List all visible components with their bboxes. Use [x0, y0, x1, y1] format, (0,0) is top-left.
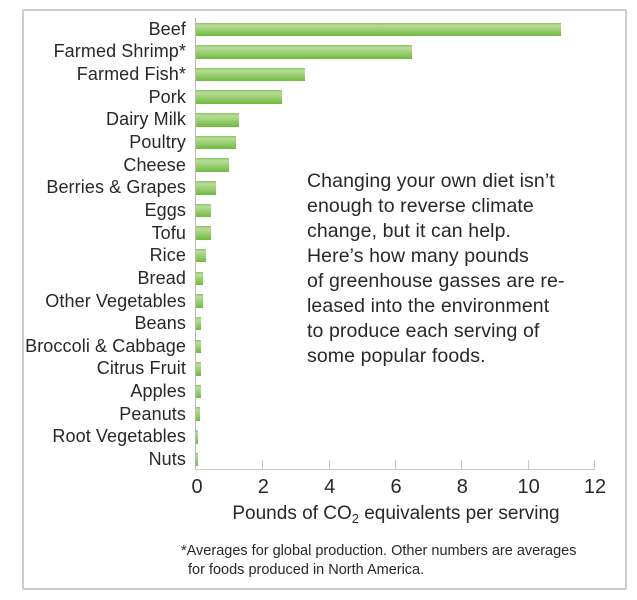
category-label: Tofu: [151, 222, 186, 243]
category-label: Berries & Grapes: [46, 177, 186, 198]
category-label: Bread: [137, 267, 186, 288]
tick-label: 2: [257, 476, 269, 498]
category-label: Broccoli & Cabbage: [25, 335, 186, 356]
bar: [196, 181, 216, 195]
footnote: *Averages for global production. Other n…: [181, 542, 577, 580]
category-label: Citrus Fruit: [96, 358, 186, 379]
bar: [196, 384, 201, 399]
bar: [196, 362, 201, 376]
tick-label: 8: [456, 476, 468, 498]
tick-mark: [594, 460, 595, 470]
bar: [196, 271, 203, 286]
bar: [196, 316, 201, 331]
category-label: Beans: [134, 313, 186, 334]
tick-mark: [328, 460, 330, 470]
category-label: Eggs: [144, 199, 186, 220]
bar-row: Bread: [24, 267, 625, 290]
bar-row: Berries & Grapes: [24, 176, 625, 199]
tick-mark: [527, 460, 529, 470]
tick-label: 0: [191, 476, 203, 498]
tick-mark: [461, 460, 463, 470]
bar-row: Farmed Fish*: [24, 63, 625, 86]
bar-row: Other Vegetables: [24, 290, 625, 313]
category-label: Poultry: [129, 132, 186, 153]
bar: [196, 226, 211, 240]
bar-rows: Beef Farmed Shrimp* Farmed Fish* Pork Dairy …: [24, 18, 625, 471]
bar: [196, 45, 412, 59]
tick-label: 12: [583, 476, 607, 498]
bar-row: Pork: [24, 86, 625, 109]
tick-mark: [262, 460, 264, 470]
category-label: Other Vegetables: [45, 290, 186, 311]
x-axis-title-subscript: 2: [351, 511, 359, 526]
bar-row: Peanuts: [24, 403, 625, 426]
bar: [196, 113, 240, 127]
bar: [196, 430, 199, 444]
footnote-line2: for foods produced in North America.: [188, 562, 425, 578]
bar-row: Eggs: [24, 199, 625, 222]
bar-row: Beans: [24, 312, 625, 335]
bar-row: Nuts: [24, 448, 625, 471]
tick-label: 6: [390, 476, 402, 498]
category-label: Cheese: [123, 154, 186, 175]
bar: [196, 90, 283, 104]
bar-row: Broccoli & Cabbage: [24, 335, 625, 358]
category-label: Farmed Fish*: [76, 64, 186, 85]
tick-label: 10: [517, 476, 540, 498]
bar-row: Beef: [24, 18, 625, 41]
bar: [196, 22, 561, 37]
y-axis-line: [195, 18, 196, 470]
x-axis-title: Pounds of CO2 equivalents per serving: [196, 503, 596, 526]
category-label: Nuts: [148, 448, 186, 469]
bar-row: Dairy Milk: [24, 109, 625, 132]
chart-panel: Beef Farmed Shrimp* Farmed Fish* Pork Dairy …: [22, 9, 627, 590]
bar-row: Cheese: [24, 154, 625, 177]
tick-mark: [395, 460, 396, 470]
bar: [196, 203, 211, 218]
bar: [196, 67, 306, 82]
category-label: Pork: [148, 86, 186, 107]
bar: [196, 407, 201, 421]
tick-label: 4: [324, 476, 336, 498]
bar-row: Poultry: [24, 131, 625, 154]
bar: [196, 158, 230, 172]
bar-row: Apples: [24, 380, 625, 403]
bar: [196, 452, 198, 467]
x-axis-title-prefix: Pounds of CO: [232, 503, 352, 524]
category-label: Beef: [148, 18, 186, 39]
bar-row: Tofu: [24, 222, 625, 245]
category-label: Rice: [149, 245, 186, 266]
x-axis-title-suffix: equivalents per serving: [358, 503, 560, 524]
bar-row: Citrus Fruit: [24, 358, 625, 381]
footnote-line1: *Averages for global production. Other n…: [181, 543, 577, 559]
bar-row: Rice: [24, 244, 625, 267]
bar: [196, 135, 236, 150]
annotation-text: Changing your own diet isn’t enough to r…: [307, 170, 565, 367]
bar: [196, 294, 203, 308]
bar: [196, 339, 201, 354]
bar: [196, 248, 206, 263]
category-label: Root Vegetables: [52, 426, 186, 447]
category-label: Peanuts: [119, 403, 186, 424]
category-label: Farmed Shrimp*: [53, 41, 186, 62]
category-label: Apples: [130, 381, 186, 402]
category-label: Dairy Milk: [106, 109, 186, 130]
bar-row: Root Vegetables: [24, 426, 625, 449]
bar-row: Farmed Shrimp*: [24, 41, 625, 64]
